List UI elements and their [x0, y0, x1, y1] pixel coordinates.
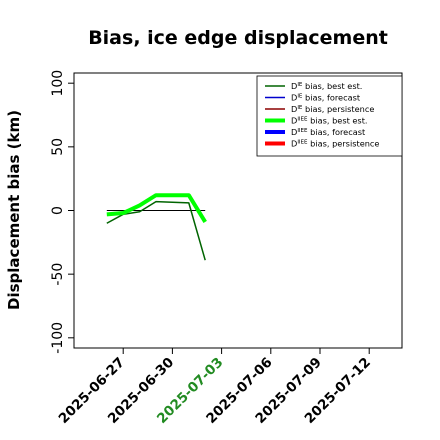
y-axis-label: Displacement bias (km) [5, 110, 23, 310]
chart-title: Bias, ice edge displacement [88, 27, 388, 49]
legend-label: DIIEE bias, persistence [291, 139, 379, 149]
y-tick-label: 0 [50, 206, 66, 215]
legend: DIE bias, best est. DIE bias, forecastDIE… [256, 75, 403, 157]
legend-label: DIE bias, persistence [291, 104, 374, 114]
legend-label: DIE bias, best est. [291, 81, 362, 91]
legend-label: DIIEE bias, best est. [291, 116, 368, 126]
y-tick-label: 100 [50, 70, 66, 97]
y-tick-label: -100 [50, 322, 66, 354]
y-tick-label: -50 [50, 263, 66, 286]
legend-label: DIIEE bias, forecast [291, 127, 366, 137]
x-axis: 2025-06-272025-06-302025-07-032025-07-06… [56, 348, 374, 427]
series-line-2 [106, 193, 207, 224]
y-axis: -100 -50 0 50 100 [50, 70, 74, 354]
series-layer [106, 193, 207, 261]
y-tick-label: 50 [50, 138, 66, 156]
legend-label: DIE bias, forecast [291, 93, 361, 103]
series-line-1 [106, 200, 206, 261]
